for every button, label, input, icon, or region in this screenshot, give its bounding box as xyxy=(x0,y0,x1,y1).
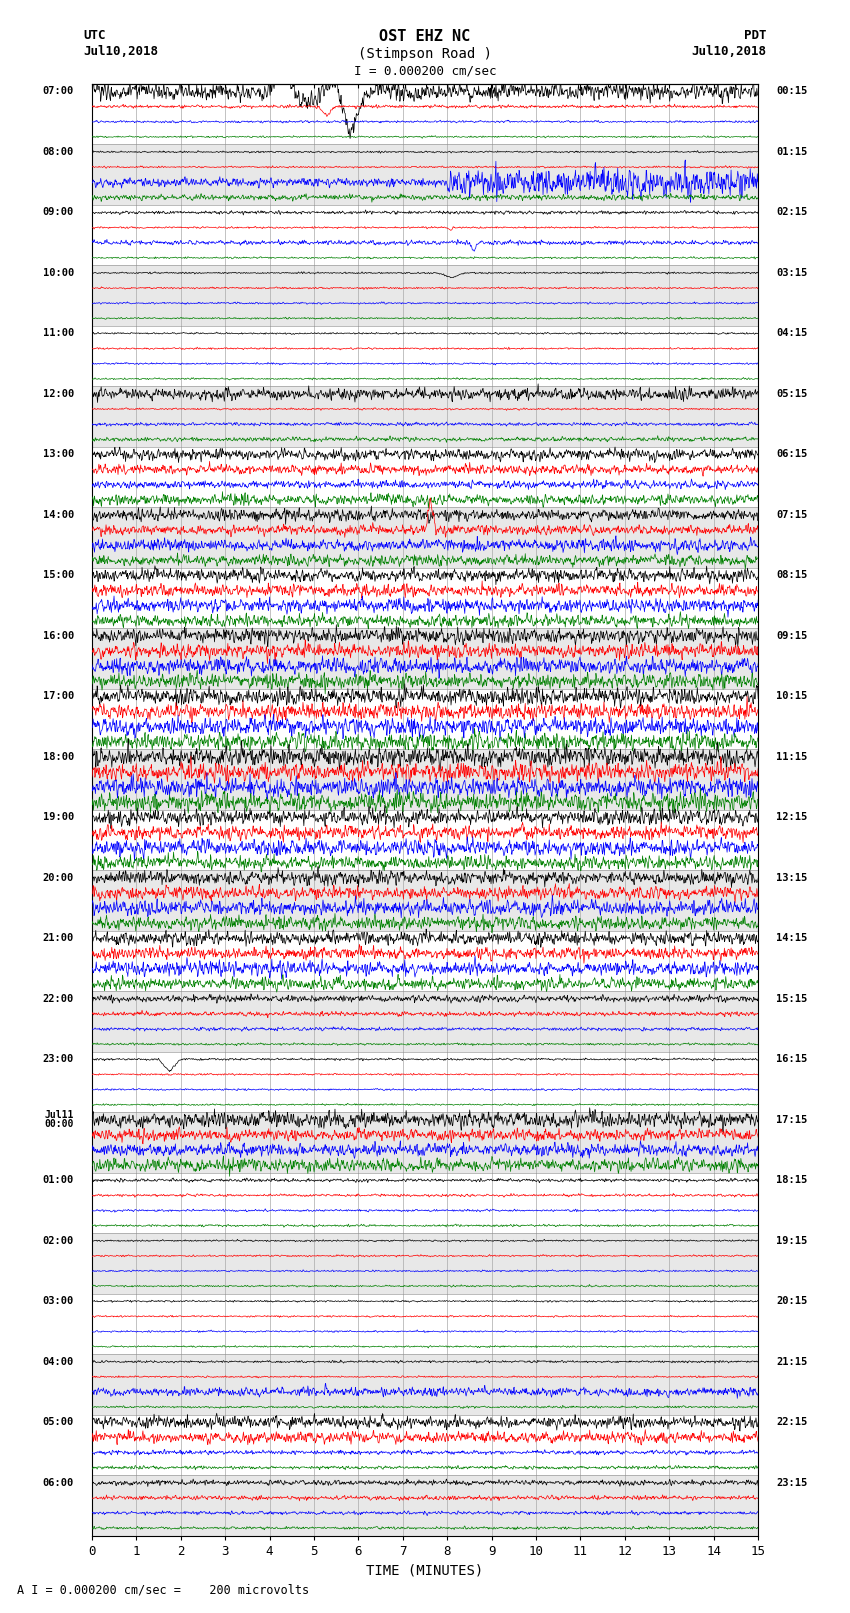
Bar xyxy=(92,1113,758,1173)
X-axis label: TIME (MINUTES): TIME (MINUTES) xyxy=(366,1563,484,1578)
Bar xyxy=(92,84,758,145)
Text: 18:15: 18:15 xyxy=(776,1176,808,1186)
Text: 01:00: 01:00 xyxy=(42,1176,74,1186)
Bar xyxy=(92,266,758,326)
Bar xyxy=(92,508,758,568)
Text: 19:15: 19:15 xyxy=(776,1236,808,1245)
Bar xyxy=(92,1474,758,1536)
Bar xyxy=(92,568,758,629)
Text: 03:15: 03:15 xyxy=(776,268,808,277)
Bar xyxy=(92,447,758,508)
Bar xyxy=(92,931,758,990)
Text: 14:15: 14:15 xyxy=(776,934,808,944)
Text: PDT: PDT xyxy=(745,29,767,42)
Text: 22:00: 22:00 xyxy=(42,994,74,1003)
Text: 06:15: 06:15 xyxy=(776,450,808,460)
Text: 23:00: 23:00 xyxy=(42,1055,74,1065)
Bar xyxy=(92,990,758,1052)
Text: 19:00: 19:00 xyxy=(42,813,74,823)
Text: 00:15: 00:15 xyxy=(776,87,808,97)
Bar xyxy=(92,1052,758,1113)
Text: 02:15: 02:15 xyxy=(776,208,808,218)
Text: 13:00: 13:00 xyxy=(42,450,74,460)
Text: 17:15: 17:15 xyxy=(776,1115,808,1124)
Bar xyxy=(92,750,758,810)
Text: (Stimpson Road ): (Stimpson Road ) xyxy=(358,47,492,61)
Text: 13:15: 13:15 xyxy=(776,873,808,882)
Text: 15:00: 15:00 xyxy=(42,571,74,581)
Bar xyxy=(92,689,758,748)
Text: 18:00: 18:00 xyxy=(42,752,74,761)
Bar xyxy=(92,871,758,931)
Text: 23:15: 23:15 xyxy=(776,1478,808,1487)
Text: 04:00: 04:00 xyxy=(42,1357,74,1366)
Text: 06:00: 06:00 xyxy=(42,1478,74,1487)
Text: 15:15: 15:15 xyxy=(776,994,808,1003)
Text: 20:15: 20:15 xyxy=(776,1297,808,1307)
Bar xyxy=(92,1232,758,1294)
Bar xyxy=(92,387,758,447)
Text: 07:15: 07:15 xyxy=(776,510,808,519)
Text: 16:00: 16:00 xyxy=(42,631,74,640)
Text: 10:00: 10:00 xyxy=(42,268,74,277)
Text: 08:15: 08:15 xyxy=(776,571,808,581)
Text: Jul10,2018: Jul10,2018 xyxy=(83,45,158,58)
Bar xyxy=(92,205,758,266)
Text: 07:00: 07:00 xyxy=(42,87,74,97)
Text: 21:00: 21:00 xyxy=(42,934,74,944)
Text: A I = 0.000200 cm/sec =    200 microvolts: A I = 0.000200 cm/sec = 200 microvolts xyxy=(17,1584,309,1597)
Text: 14:00: 14:00 xyxy=(42,510,74,519)
Text: 17:00: 17:00 xyxy=(42,692,74,702)
Text: 09:00: 09:00 xyxy=(42,208,74,218)
Text: OST EHZ NC: OST EHZ NC xyxy=(379,29,471,44)
Text: 20:00: 20:00 xyxy=(42,873,74,882)
Text: 12:00: 12:00 xyxy=(42,389,74,398)
Text: 21:15: 21:15 xyxy=(776,1357,808,1366)
Text: 02:00: 02:00 xyxy=(42,1236,74,1245)
Text: 00:00: 00:00 xyxy=(45,1119,74,1129)
Text: 11:15: 11:15 xyxy=(776,752,808,761)
Text: 16:15: 16:15 xyxy=(776,1055,808,1065)
Bar xyxy=(92,1173,758,1232)
Bar xyxy=(92,810,758,871)
Text: 12:15: 12:15 xyxy=(776,813,808,823)
Text: UTC: UTC xyxy=(83,29,105,42)
Text: 11:00: 11:00 xyxy=(42,329,74,339)
Bar xyxy=(92,629,758,689)
Bar xyxy=(92,1294,758,1355)
Bar xyxy=(92,1355,758,1415)
Text: 01:15: 01:15 xyxy=(776,147,808,156)
Text: Jul10,2018: Jul10,2018 xyxy=(692,45,767,58)
Text: 09:15: 09:15 xyxy=(776,631,808,640)
Bar xyxy=(92,145,758,205)
Bar xyxy=(92,326,758,387)
Text: 05:15: 05:15 xyxy=(776,389,808,398)
Bar xyxy=(92,1415,758,1474)
Text: Jul11: Jul11 xyxy=(45,1110,74,1119)
Text: 10:15: 10:15 xyxy=(776,692,808,702)
Text: 04:15: 04:15 xyxy=(776,329,808,339)
Text: 22:15: 22:15 xyxy=(776,1418,808,1428)
Text: 08:00: 08:00 xyxy=(42,147,74,156)
Text: I = 0.000200 cm/sec: I = 0.000200 cm/sec xyxy=(354,65,496,77)
Text: 03:00: 03:00 xyxy=(42,1297,74,1307)
Text: 05:00: 05:00 xyxy=(42,1418,74,1428)
